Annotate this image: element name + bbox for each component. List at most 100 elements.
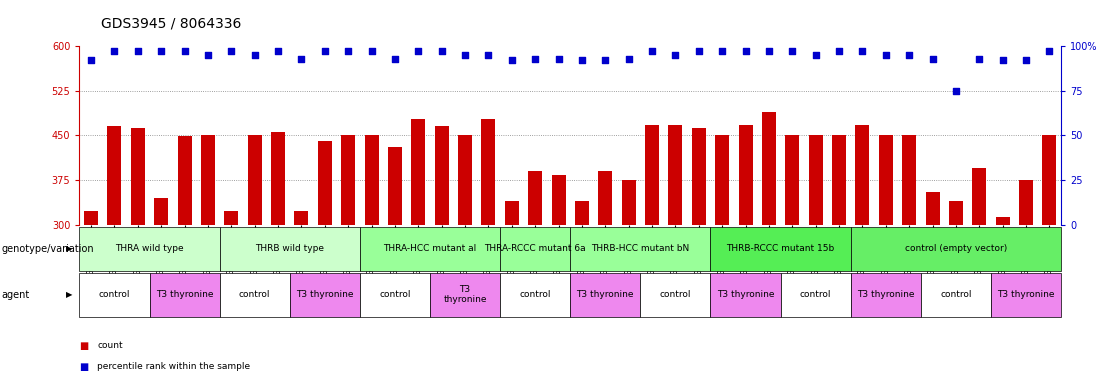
Point [526, 56, 544, 62]
Text: THRA-HCC mutant al: THRA-HCC mutant al [384, 244, 476, 253]
Point [363, 48, 381, 55]
Point [269, 48, 287, 55]
Bar [739, 125, 752, 225]
Bar [107, 126, 121, 225]
Point [1017, 57, 1035, 63]
Text: control: control [99, 290, 130, 299]
Bar [856, 125, 869, 225]
Point [315, 48, 333, 55]
Point [457, 52, 474, 58]
Point [760, 48, 778, 55]
Point [877, 52, 895, 58]
Bar [996, 217, 1009, 225]
Text: THRA wild type: THRA wild type [115, 244, 184, 253]
Point [106, 48, 124, 55]
Bar [411, 119, 426, 225]
Bar [178, 136, 192, 225]
Bar [832, 135, 846, 225]
Point [923, 56, 941, 62]
Point [503, 57, 521, 63]
Point [1040, 48, 1058, 55]
Point [432, 48, 450, 55]
Text: THRB wild type: THRB wild type [255, 244, 324, 253]
Text: ■: ■ [79, 341, 88, 351]
Point [994, 57, 1011, 63]
Bar [84, 211, 98, 225]
Bar [949, 201, 963, 225]
Point [831, 48, 848, 55]
Text: percentile rank within the sample: percentile rank within the sample [97, 362, 250, 371]
Text: ▶: ▶ [66, 290, 73, 299]
Bar [505, 201, 518, 225]
Bar [1042, 135, 1057, 225]
Bar [598, 171, 612, 225]
Bar [388, 147, 401, 225]
Bar [622, 180, 635, 225]
Text: control (empty vector): control (empty vector) [904, 244, 1007, 253]
Point [175, 48, 193, 55]
Bar [365, 135, 378, 225]
Point [292, 56, 310, 62]
Text: THRB-HCC mutant bN: THRB-HCC mutant bN [591, 244, 689, 253]
Bar [341, 135, 355, 225]
Text: T3 thyronine: T3 thyronine [577, 290, 634, 299]
Bar [575, 201, 589, 225]
Text: agent: agent [1, 290, 30, 300]
Point [152, 48, 170, 55]
Text: count: count [97, 341, 122, 350]
Point [737, 48, 754, 55]
Text: T3 thyronine: T3 thyronine [717, 290, 774, 299]
Text: T3 thyronine: T3 thyronine [997, 290, 1054, 299]
Text: T3
thyronine: T3 thyronine [443, 285, 486, 305]
Text: genotype/variation: genotype/variation [1, 243, 94, 254]
Bar [458, 135, 472, 225]
Point [340, 48, 357, 55]
Point [854, 48, 871, 55]
Point [900, 52, 918, 58]
Point [783, 48, 801, 55]
Bar [715, 135, 729, 225]
Point [200, 52, 217, 58]
Point [574, 57, 591, 63]
Point [643, 48, 661, 55]
Point [620, 56, 638, 62]
Point [971, 56, 988, 62]
Text: THRA-RCCC mutant 6a: THRA-RCCC mutant 6a [484, 244, 586, 253]
Bar [762, 111, 775, 225]
Bar [925, 192, 940, 225]
Point [666, 52, 684, 58]
Text: control: control [800, 290, 832, 299]
Bar [271, 132, 285, 225]
Point [714, 48, 731, 55]
Point [480, 52, 497, 58]
Bar [481, 119, 495, 225]
Bar [785, 135, 800, 225]
Point [223, 48, 240, 55]
Bar [154, 198, 169, 225]
Point [947, 88, 965, 94]
Text: control: control [940, 290, 972, 299]
Bar [224, 211, 238, 225]
Point [83, 57, 100, 63]
Point [246, 52, 264, 58]
Bar [1019, 180, 1034, 225]
Point [690, 48, 708, 55]
Text: T3 thyronine: T3 thyronine [156, 290, 213, 299]
Bar [318, 141, 332, 225]
Bar [668, 125, 683, 225]
Bar [131, 127, 144, 225]
Point [386, 56, 404, 62]
Text: THRB-RCCC mutant 15b: THRB-RCCC mutant 15b [727, 244, 835, 253]
Text: T3 thyronine: T3 thyronine [296, 290, 354, 299]
Text: control: control [379, 290, 410, 299]
Text: GDS3945 / 8064336: GDS3945 / 8064336 [101, 17, 242, 31]
Bar [879, 135, 892, 225]
Bar [201, 135, 215, 225]
Text: control: control [520, 290, 550, 299]
Text: T3 thyronine: T3 thyronine [857, 290, 914, 299]
Bar [528, 171, 543, 225]
Point [597, 57, 614, 63]
Text: ■: ■ [79, 362, 88, 372]
Bar [972, 168, 986, 225]
Bar [692, 128, 706, 225]
